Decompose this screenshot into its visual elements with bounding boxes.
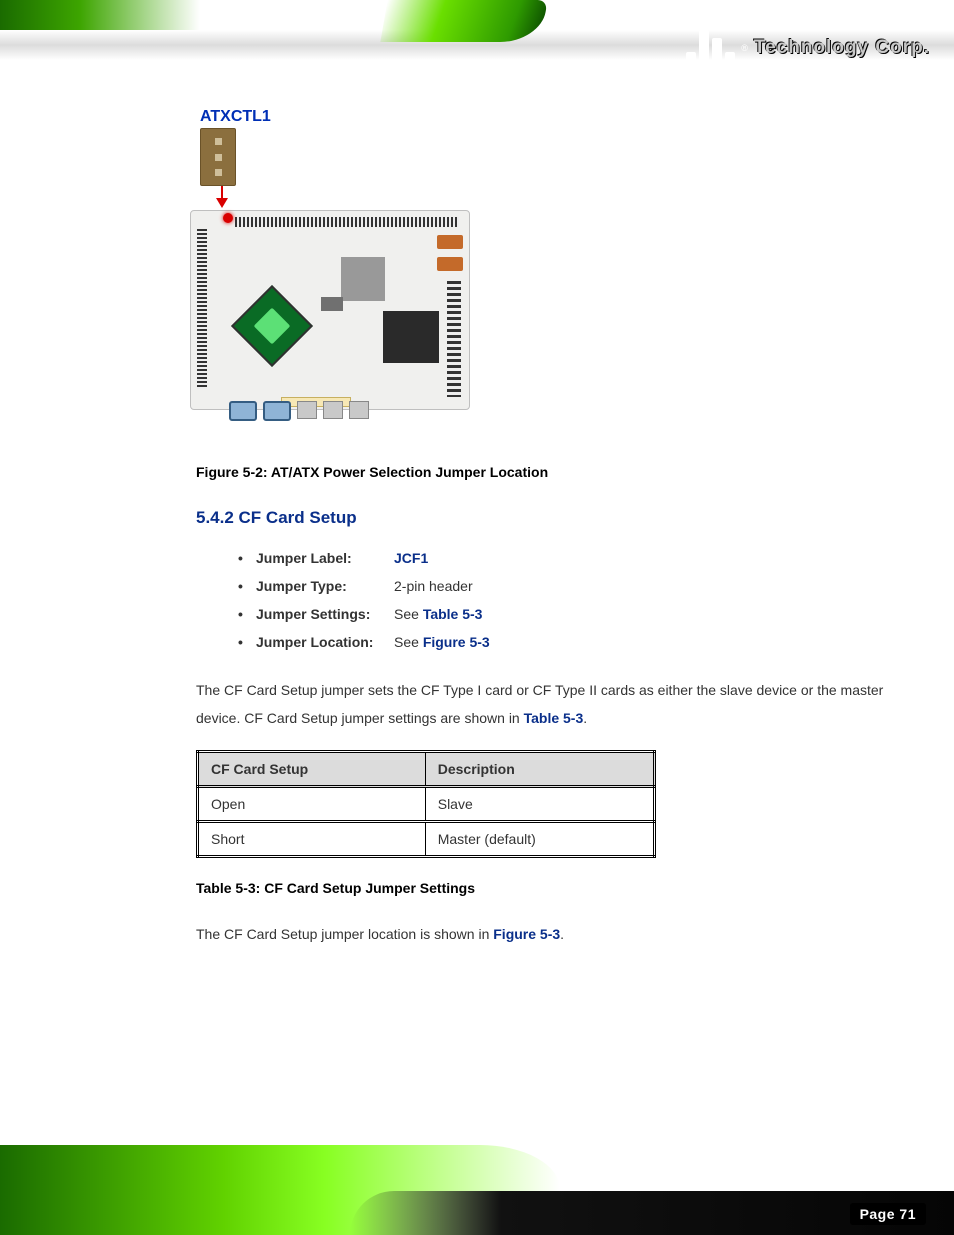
- spec-value-link: Figure 5-3: [423, 634, 490, 650]
- page-footer-band: Page 71: [0, 1115, 954, 1235]
- table-ref-link: Table 5-3: [524, 710, 584, 726]
- spec-label: Jumper Type:: [256, 578, 394, 594]
- spec-row: Jumper Location: See Figure 5-3: [256, 634, 896, 650]
- table-cell: Open: [198, 787, 426, 822]
- spec-label: Jumper Location:: [256, 634, 394, 650]
- spec-value: 2-pin header: [394, 578, 473, 594]
- jumper-location-marker-icon: [223, 213, 233, 223]
- spec-row: Jumper Label: JCF1: [256, 550, 896, 566]
- table-header: Description: [425, 752, 654, 787]
- cpu-chip-icon: [231, 285, 313, 367]
- arrow-down-icon: [221, 186, 223, 206]
- spec-label: Jumper Label:: [256, 550, 394, 566]
- registered-mark: ®: [741, 43, 748, 53]
- body-paragraph: The CF Card Setup jumper location is sho…: [196, 920, 896, 948]
- figure-caption: Figure 5-2: AT/ATX Power Selection Jumpe…: [196, 464, 896, 480]
- northbridge-chip-icon: [341, 257, 385, 301]
- brand-logo: ® Technology Corp.: [686, 30, 930, 66]
- page-header-band: ® Technology Corp.: [0, 0, 954, 96]
- brand-name: Technology Corp.: [754, 37, 930, 59]
- table-row: Short Master (default): [198, 822, 655, 857]
- table-header-row: CF Card Setup Description: [198, 752, 655, 787]
- table-header: CF Card Setup: [198, 752, 426, 787]
- table-cell: Master (default): [425, 822, 654, 857]
- rear-ports-icon: [229, 401, 369, 421]
- settings-table: CF Card Setup Description Open Slave Sho…: [196, 750, 656, 858]
- table-row: Open Slave: [198, 787, 655, 822]
- pin-label-top: 3: [189, 134, 195, 146]
- section-heading: 5.4.2 CF Card Setup: [196, 508, 896, 528]
- spec-value-link: Table 5-3: [423, 606, 483, 622]
- jumper-label: ATXCTL1: [200, 108, 290, 126]
- body-paragraph: The CF Card Setup jumper sets the CF Typ…: [196, 676, 896, 732]
- spec-value: JCF1: [394, 550, 428, 566]
- spec-label: Jumper Settings:: [256, 606, 394, 622]
- jumper-callout: ATXCTL1 3 1: [200, 108, 290, 206]
- table-cell: Slave: [425, 787, 654, 822]
- table-cell: Short: [198, 822, 426, 857]
- motherboard-diagram: [190, 210, 470, 410]
- spec-row: Jumper Type: 2-pin header: [256, 578, 896, 594]
- page-number: Page 71: [850, 1203, 926, 1225]
- spec-list: Jumper Label: JCF1 Jumper Type: 2-pin he…: [256, 550, 896, 650]
- spec-row: Jumper Settings: See Table 5-3: [256, 606, 896, 622]
- table-caption: Table 5-3: CF Card Setup Jumper Settings: [196, 880, 896, 896]
- figure-5-2: ATXCTL1 3 1: [190, 108, 480, 410]
- brand-mark-icon: [686, 30, 735, 66]
- jumper-pins-icon: 3 1: [200, 128, 236, 186]
- figure-ref-link: Figure 5-3: [493, 926, 560, 942]
- southbridge-chip-icon: [383, 311, 439, 363]
- pin-label-bottom: 1: [189, 168, 195, 180]
